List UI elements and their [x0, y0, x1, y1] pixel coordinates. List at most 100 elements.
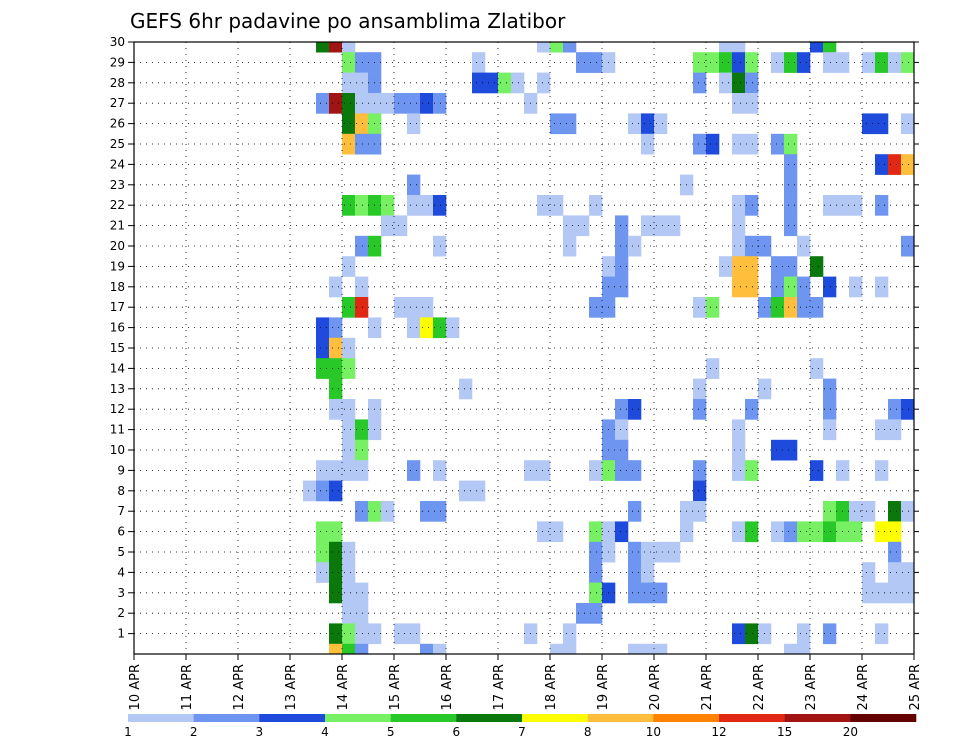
heatmap-cell: [771, 276, 785, 298]
heatmap-cell: [433, 93, 447, 114]
heatmap-cell: [329, 643, 343, 655]
heatmap-cell: [498, 72, 512, 94]
heatmap-cell: [797, 235, 811, 257]
y-tick-label: 13: [110, 382, 125, 396]
colorbar-segment: [850, 714, 917, 722]
x-tick-label: 22 APR: [752, 664, 767, 710]
heatmap-cell: [745, 399, 759, 420]
y-tick-label: 5: [117, 545, 125, 559]
colorbar-label: 4: [321, 725, 329, 739]
heatmap-cell: [342, 93, 356, 114]
heatmap-cell: [901, 235, 915, 257]
heatmap-cell: [745, 72, 759, 94]
heatmap-cell: [537, 460, 551, 481]
heatmap-cell: [901, 52, 915, 73]
heatmap-cell: [875, 113, 889, 135]
heatmap-cell: [329, 93, 343, 114]
heatmap-cell: [875, 154, 889, 175]
heatmap-cell: [342, 541, 356, 563]
heatmap-cell: [732, 195, 746, 216]
heatmap-cell: [745, 460, 759, 481]
heatmap-cell: [615, 399, 629, 420]
heatmap-cell: [342, 582, 356, 604]
y-tick-label: 6: [117, 525, 125, 539]
heatmap-cell: [706, 52, 720, 73]
heatmap-cell: [693, 52, 707, 73]
heatmap-cell: [589, 541, 603, 563]
heatmap-cell: [745, 133, 759, 155]
heatmap-cell: [641, 562, 655, 583]
x-tick-label: 24 APR: [856, 664, 871, 710]
heatmap-cell: [875, 623, 889, 645]
heatmap-cell: [732, 215, 746, 237]
colorbar-segment: [390, 714, 457, 722]
heatmap-cell: [355, 582, 369, 604]
heatmap-cell: [693, 480, 707, 502]
x-tick-label: 17 APR: [492, 664, 507, 710]
heatmap-cell: [472, 72, 486, 94]
heatmap-cell: [641, 133, 655, 155]
heatmap-cell: [719, 52, 733, 73]
colorbar-label: 1: [124, 725, 132, 739]
heatmap-cell: [433, 643, 447, 655]
colorbar-label: 3: [256, 725, 264, 739]
heatmap-cell: [810, 460, 824, 481]
heatmap-cell: [797, 623, 811, 645]
heatmap-cell: [784, 521, 798, 543]
heatmap-cell: [342, 297, 356, 318]
heatmap-cell: [342, 113, 356, 135]
heatmap-cell: [394, 297, 408, 318]
heatmap-cell: [316, 337, 330, 359]
heatmap-cell: [823, 42, 837, 53]
heatmap-cell: [329, 480, 343, 502]
heatmap-cell: [407, 317, 421, 339]
colorbar-segment: [587, 714, 654, 722]
x-tick-label: 14 APR: [336, 664, 351, 710]
heatmap-cell: [901, 113, 915, 135]
colorbar-label: 7: [518, 725, 526, 739]
heatmap-cell: [615, 521, 629, 543]
heatmap-cell: [407, 460, 421, 481]
heatmap-cell: [875, 52, 889, 73]
heatmap-cell: [589, 603, 603, 624]
heatmap-cell: [342, 439, 356, 461]
heatmap-cell: [589, 562, 603, 583]
heatmap-cell: [576, 603, 590, 624]
heatmap-cell: [732, 521, 746, 543]
heatmap-cell: [654, 643, 668, 655]
heatmap-cell: [849, 195, 863, 216]
x-tick-label: 21 APR: [700, 664, 715, 710]
heatmap-cell: [693, 72, 707, 94]
heatmap-cell: [615, 460, 629, 481]
heatmap-cell: [420, 501, 434, 522]
heatmap-cell: [745, 623, 759, 645]
heatmap-cell: [732, 256, 746, 277]
x-tick-label: 15 APR: [388, 664, 403, 710]
heatmap-cell: [784, 195, 798, 216]
heatmap-cell: [329, 541, 343, 563]
heatmap-cell: [654, 113, 668, 135]
heatmap-cell: [316, 521, 330, 543]
heatmap-cell: [537, 195, 551, 216]
heatmap-cell: [849, 521, 863, 543]
heatmap-cell: [693, 378, 707, 400]
heatmap-cell: [433, 501, 447, 522]
heatmap-cell: [381, 215, 395, 237]
heatmap-cell: [797, 521, 811, 543]
heatmap-cell: [511, 72, 525, 94]
heatmap-cell: [823, 521, 837, 543]
heatmap-cell: [381, 195, 395, 216]
heatmap-cell: [329, 521, 343, 543]
heatmap-cell: [888, 154, 902, 175]
heatmap-cell: [732, 439, 746, 461]
heatmap-cell: [355, 113, 369, 135]
heatmap-cell: [862, 582, 876, 604]
heatmap-cell: [459, 480, 473, 502]
heatmap-cell: [628, 235, 642, 257]
heatmap-cell: [823, 195, 837, 216]
heatmap-cell: [888, 419, 902, 441]
heatmap-cell: [745, 521, 759, 543]
heatmap-cell: [810, 521, 824, 543]
heatmap-cell: [732, 235, 746, 257]
y-tick-label: 28: [110, 76, 125, 90]
